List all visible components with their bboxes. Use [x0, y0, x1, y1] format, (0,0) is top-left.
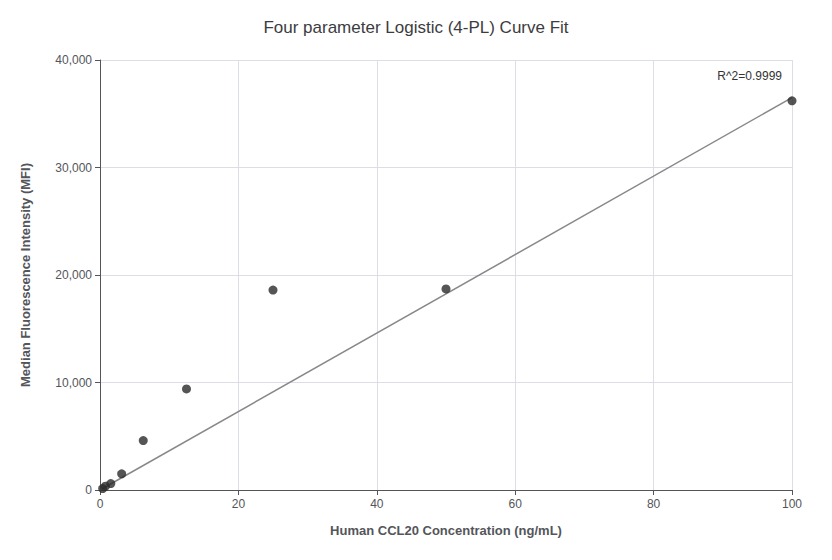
svg-text:20,000: 20,000: [55, 268, 92, 282]
svg-text:40,000: 40,000: [55, 53, 92, 67]
svg-text:0: 0: [97, 497, 104, 511]
svg-text:60: 60: [509, 497, 523, 511]
svg-text:0: 0: [85, 483, 92, 497]
svg-text:80: 80: [647, 497, 661, 511]
svg-text:Four parameter Logistic (4-PL): Four parameter Logistic (4-PL) Curve Fit: [263, 18, 568, 37]
svg-text:100: 100: [782, 497, 802, 511]
svg-text:40: 40: [370, 497, 384, 511]
svg-text:30,000: 30,000: [55, 161, 92, 175]
svg-text:10,000: 10,000: [55, 376, 92, 390]
svg-text:Median Fluorescence Intensity: Median Fluorescence Intensity (MFI): [18, 163, 33, 387]
svg-text:20: 20: [232, 497, 246, 511]
svg-text:R^2=0.9999: R^2=0.9999: [717, 69, 782, 83]
svg-text:Human CCL20 Concentration (ng/: Human CCL20 Concentration (ng/mL): [330, 523, 562, 538]
